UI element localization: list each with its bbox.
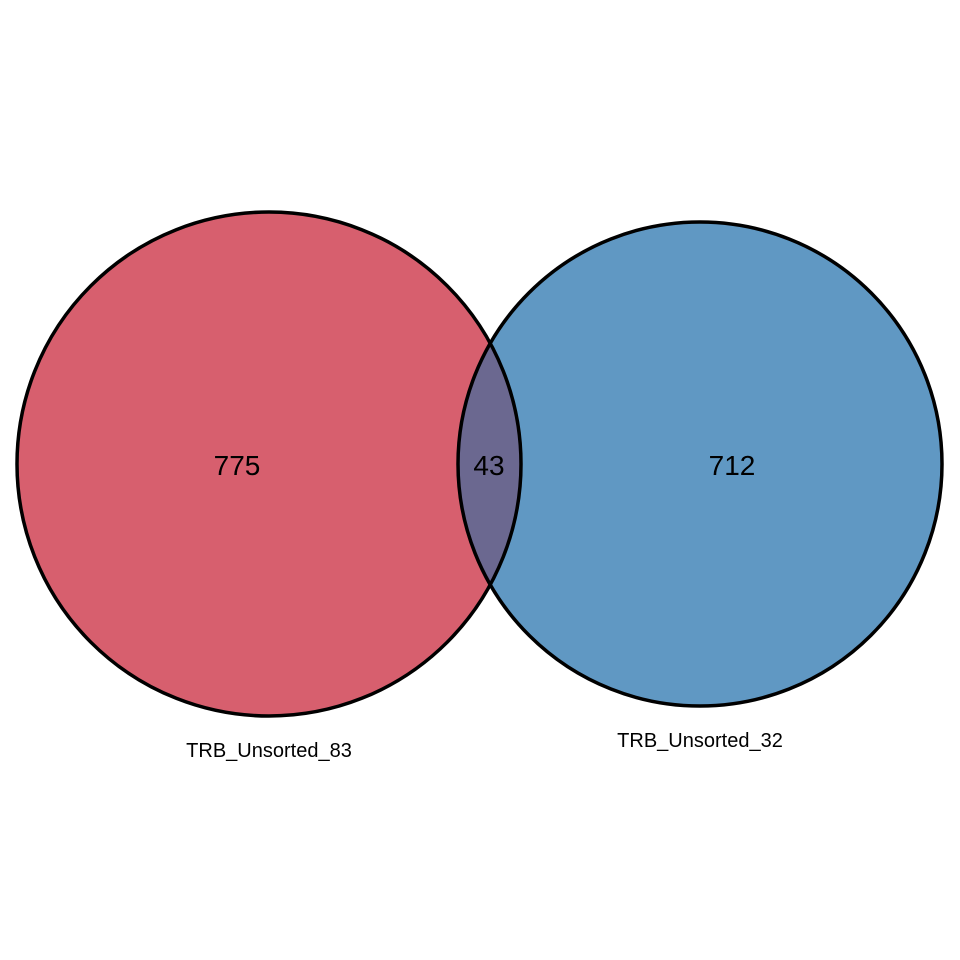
- set-label-left: TRB_Unsorted_83: [186, 740, 352, 762]
- set-circle-left-outline: [15, 210, 523, 718]
- set-label-right: TRB_Unsorted_32: [617, 730, 783, 752]
- intersection-count: 43: [473, 450, 504, 481]
- right-only-count: 712: [709, 450, 756, 481]
- set-circle-left: [17, 212, 521, 716]
- set-circle-right-outline: [456, 220, 944, 708]
- left-only-count: 775: [214, 450, 261, 481]
- set-circle-right: [458, 222, 942, 706]
